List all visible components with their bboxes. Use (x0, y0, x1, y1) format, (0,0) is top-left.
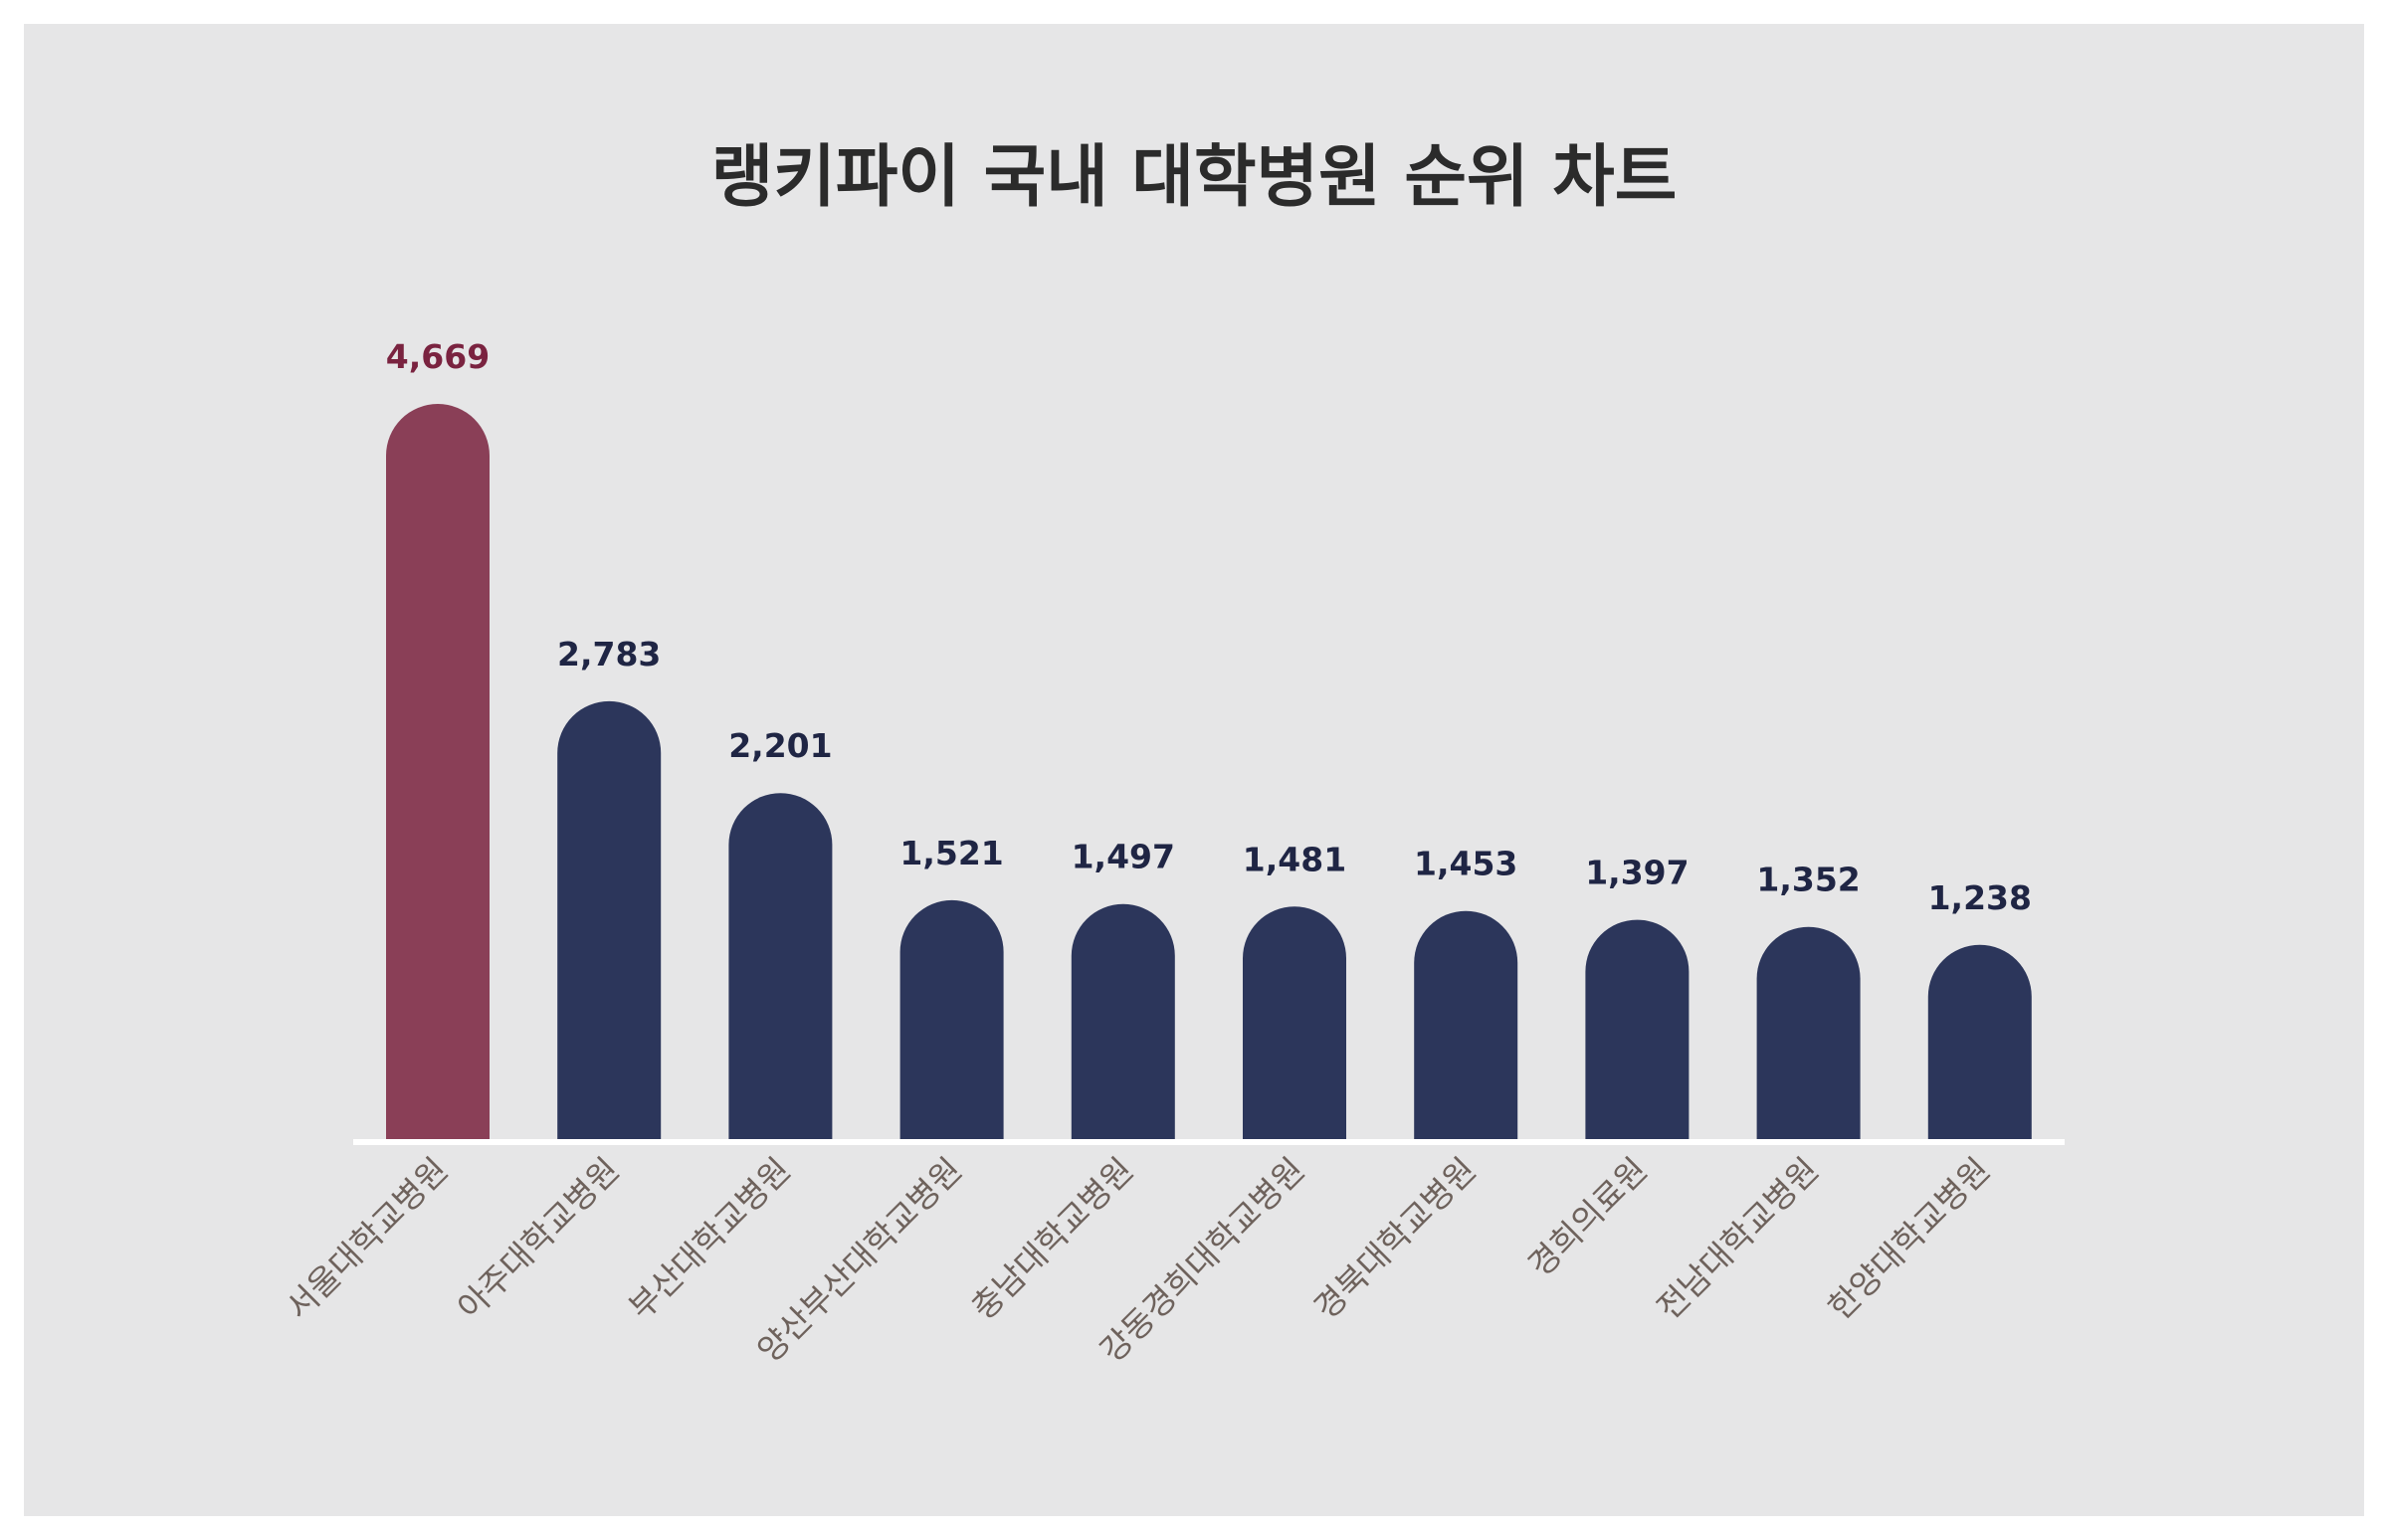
value-label-8: 1,397 (1585, 854, 1689, 892)
bars-group (386, 404, 2032, 1140)
bar-6 (1243, 906, 1346, 1140)
category-label-3: 부산대학교병원 (621, 1150, 798, 1327)
value-label-5: 1,497 (1072, 838, 1175, 876)
category-label-1: 서울대학교병원 (279, 1150, 456, 1327)
bar-3 (728, 793, 833, 1140)
bar-9 (1756, 926, 1861, 1140)
category-label-9: 전남대학교병원 (1649, 1150, 1826, 1327)
value-label-10: 1,238 (1928, 878, 2032, 917)
value-label-6: 1,481 (1243, 840, 1346, 878)
bar-4 (899, 899, 1004, 1140)
category-label-7: 경북대학교병원 (1306, 1150, 1484, 1327)
bar-8 (1585, 919, 1690, 1140)
value-label-3: 2,201 (728, 726, 832, 765)
bar-7 (1414, 910, 1518, 1140)
value-label-7: 1,453 (1414, 845, 1517, 883)
category-label-2: 아주대학교병원 (450, 1150, 627, 1327)
bar-1 (386, 404, 490, 1140)
value-labels-group: 4,669 2,783 2,201 1,521 1,497 1,481 1,453 1,397… (386, 337, 2032, 917)
value-label-2: 2,783 (557, 635, 661, 674)
value-label-1: 4,669 (386, 337, 490, 376)
bar-5 (1071, 903, 1175, 1140)
chart-title: 랭키파이 국내 대학병원 순위 차트 (710, 138, 1678, 217)
value-label-4: 1,521 (899, 834, 1003, 872)
category-label-10: 한양대학교병원 (1821, 1150, 1998, 1327)
category-label-8: 경희의료원 (1520, 1150, 1655, 1284)
bar-2 (557, 700, 662, 1140)
bar-10 (1927, 944, 2032, 1140)
category-labels-group: 서울대학교병원아주대학교병원부산대학교병원양산부산대학교병원충남대학교병원강동경… (279, 1150, 1998, 1370)
category-label-5: 충남대학교병원 (964, 1150, 1141, 1327)
value-label-9: 1,352 (1756, 861, 1860, 899)
